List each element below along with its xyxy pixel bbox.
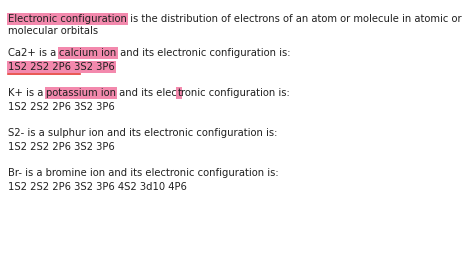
- Text: potassium ion: potassium ion: [46, 88, 117, 98]
- FancyBboxPatch shape: [58, 47, 118, 59]
- Text: calcium ion: calcium ion: [59, 48, 117, 58]
- Text: S2- is a sulphur ion and its electronic configuration is:: S2- is a sulphur ion and its electronic …: [8, 128, 277, 138]
- Text: t: t: [177, 88, 181, 98]
- FancyBboxPatch shape: [7, 13, 128, 25]
- Text: Br- is a bromine ion and its electronic configuration is:: Br- is a bromine ion and its electronic …: [8, 168, 279, 178]
- Text: and its electronic configuration is:: and its electronic configuration is:: [117, 48, 290, 58]
- Text: K+ is a: K+ is a: [8, 88, 46, 98]
- FancyBboxPatch shape: [176, 87, 182, 99]
- Text: Electronic configuration: Electronic configuration: [8, 14, 127, 24]
- Text: 1S2 2S2 2P6 3S2 3P6: 1S2 2S2 2P6 3S2 3P6: [8, 142, 115, 152]
- Text: is the distribution of electrons of an atom or molecule in atomic or: is the distribution of electrons of an a…: [127, 14, 462, 24]
- Text: 1S2 2S2 2P6 3S2 3P6: 1S2 2S2 2P6 3S2 3P6: [8, 62, 115, 72]
- Text: ronic configuration is:: ronic configuration is:: [181, 88, 290, 98]
- Text: Ca2+ is a: Ca2+ is a: [8, 48, 59, 58]
- FancyBboxPatch shape: [7, 61, 116, 73]
- Text: 1S2 2S2 2P6 3S2 3P6 4S2 3d10 4P6: 1S2 2S2 2P6 3S2 3P6 4S2 3d10 4P6: [8, 182, 187, 192]
- Text: and its elec: and its elec: [117, 88, 177, 98]
- FancyBboxPatch shape: [46, 87, 118, 99]
- Text: molecular orbitals: molecular orbitals: [8, 26, 98, 36]
- Text: 1S2 2S2 2P6 3S2 3P6: 1S2 2S2 2P6 3S2 3P6: [8, 102, 115, 112]
